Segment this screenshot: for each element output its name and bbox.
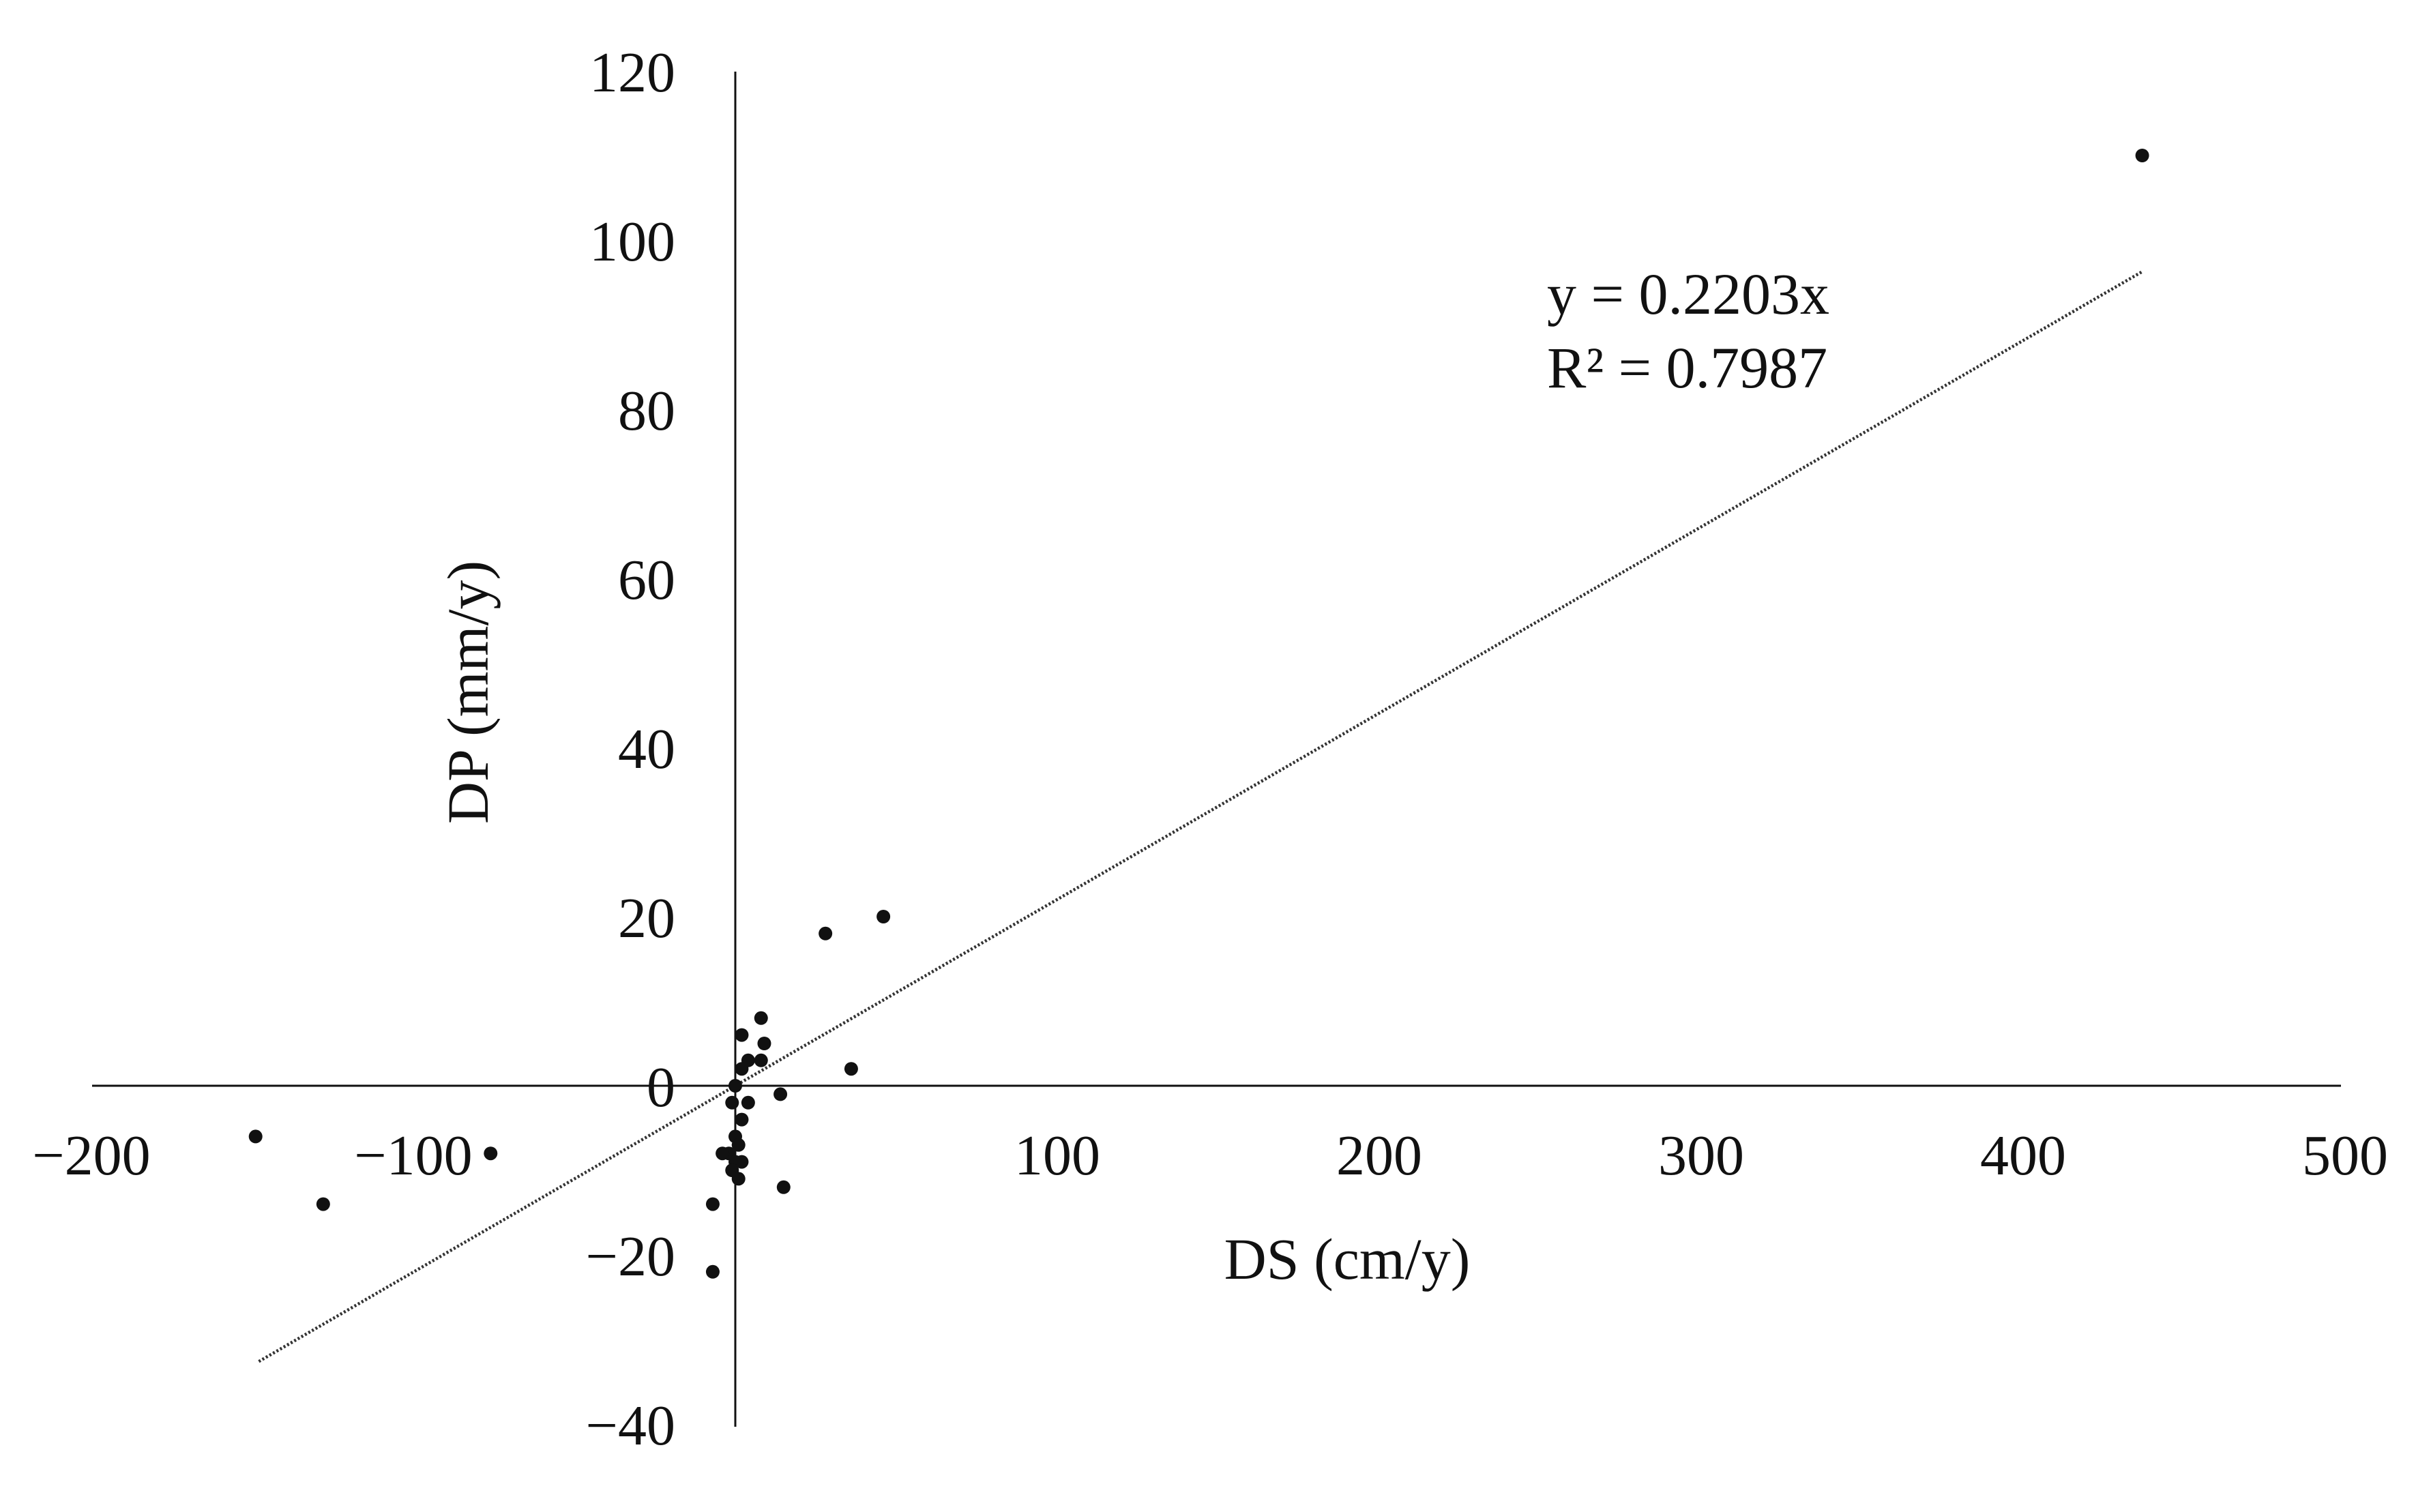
- x-tick-label: 200: [1336, 1124, 1422, 1187]
- data-point: [876, 910, 891, 923]
- x-axis-label: DS (cm/y): [1224, 1226, 1471, 1292]
- x-tick-label: −200: [32, 1124, 150, 1187]
- data-point: [731, 1172, 746, 1186]
- data-point: [735, 1062, 749, 1076]
- y-tick-label: 120: [589, 41, 675, 104]
- y-axis-label: DP (mm/y): [435, 561, 501, 824]
- data-points: [248, 149, 2149, 1279]
- x-tick-label: 400: [1980, 1124, 2066, 1187]
- data-point: [735, 1028, 749, 1042]
- trendline-r-squared: R² = 0.7987: [1547, 335, 1827, 400]
- data-point: [725, 1095, 739, 1110]
- data-point: [774, 1087, 788, 1101]
- trendline-equation: y = 0.2203x: [1547, 261, 1829, 327]
- data-point: [754, 1053, 768, 1067]
- x-tick-label: −100: [354, 1124, 472, 1187]
- x-tick-label: 300: [1658, 1124, 1744, 1187]
- tick-labels: −200 −100 100 200 300 400 500−40−2002040608010…: [32, 41, 2388, 1457]
- data-point: [316, 1197, 330, 1211]
- data-point: [2135, 149, 2149, 162]
- data-point: [776, 1180, 791, 1194]
- data-point: [844, 1062, 858, 1076]
- trendline-group: [258, 270, 2143, 1363]
- data-point: [248, 1129, 263, 1144]
- data-point: [705, 1197, 720, 1211]
- data-point: [484, 1146, 498, 1161]
- data-point: [728, 1079, 742, 1093]
- y-tick-label: 60: [618, 548, 675, 612]
- axes: [92, 72, 2341, 1427]
- data-point: [705, 1264, 720, 1279]
- data-point: [754, 1011, 768, 1025]
- data-point: [735, 1112, 749, 1127]
- y-tick-label: 80: [618, 379, 675, 443]
- y-tick-label: −20: [586, 1225, 675, 1288]
- data-point: [741, 1095, 755, 1110]
- y-tick-label: 100: [589, 210, 675, 273]
- data-point: [716, 1146, 730, 1161]
- y-tick-label: −40: [586, 1394, 675, 1457]
- data-point: [819, 926, 833, 940]
- data-point: [757, 1037, 771, 1050]
- y-tick-label: 0: [647, 1056, 675, 1119]
- x-tick-label: 100: [1014, 1124, 1100, 1187]
- trendline: [258, 270, 2143, 1363]
- data-point: [735, 1155, 749, 1169]
- y-tick-label: 20: [618, 887, 675, 950]
- data-point: [731, 1138, 746, 1152]
- x-tick-label: 500: [2302, 1124, 2388, 1187]
- y-tick-label: 40: [618, 717, 675, 781]
